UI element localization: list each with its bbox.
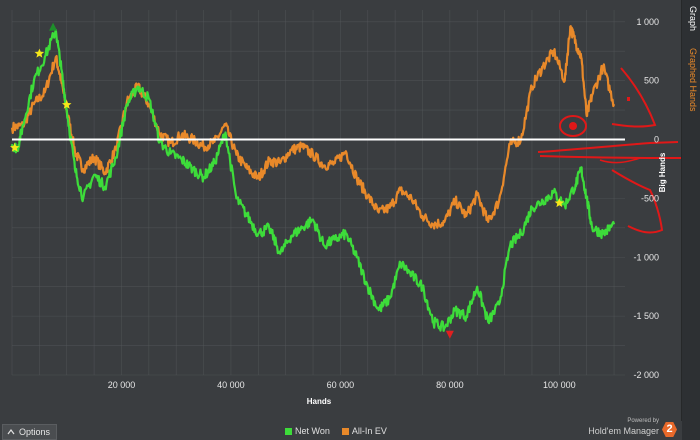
legend-label-net-won: Net Won <box>295 426 330 436</box>
x-axis-title: Hands <box>307 397 332 406</box>
annotation-line-upper <box>537 141 679 153</box>
annotation-speck <box>627 97 630 101</box>
y-tick-label: 500 <box>644 76 659 86</box>
x-tick-label: 100 000 <box>543 380 576 390</box>
options-button[interactable]: Options <box>2 424 58 440</box>
y-tick-label: -2 000 <box>633 370 659 380</box>
chart-series-group <box>10 25 616 332</box>
legend-swatch-all-in-ev <box>341 427 349 435</box>
min-marker <box>445 330 454 339</box>
legend-item-all-in-ev[interactable]: All-In EV <box>341 426 387 436</box>
y-tick-label: -1 500 <box>633 311 659 321</box>
star-marker <box>34 48 45 58</box>
y-tick-label: -500 <box>641 193 659 203</box>
red-annotation-scribbles <box>537 67 682 234</box>
options-label: Options <box>19 427 51 437</box>
annotation-circle <box>559 115 587 137</box>
annotation-dot <box>569 122 577 130</box>
chart-markers <box>10 22 565 339</box>
y-axis-title: Big Hands <box>658 152 667 192</box>
annotation-curve-bottom <box>611 169 664 234</box>
star-marker <box>554 198 565 208</box>
legend-swatch-net-won <box>285 427 292 435</box>
chart-legend: Net Won All-In EV <box>285 426 387 436</box>
right-sidebar: Graph Graphed Hands <box>681 0 700 440</box>
legend-item-net-won[interactable]: Net Won <box>285 426 330 436</box>
x-tick-label: 20 000 <box>108 380 136 390</box>
brand-name: Hold'em Manager <box>588 426 659 436</box>
tab-graph[interactable]: Graph <box>688 6 698 32</box>
y-tick-label: -1 000 <box>633 252 659 262</box>
y-tick-label: 0 <box>654 135 659 145</box>
series-line-all-in-ev <box>10 25 616 230</box>
annotation-small-curve <box>599 157 641 164</box>
expand-up-icon <box>7 429 15 435</box>
hm2-logo-icon: 2 <box>662 422 677 437</box>
star-marker <box>62 99 72 109</box>
x-tick-label: 60 000 <box>327 380 355 390</box>
max-marker <box>49 22 58 31</box>
tab-graphed-hands[interactable]: Graphed Hands <box>688 48 698 112</box>
series-line-net-won <box>10 28 616 332</box>
legend-label-all-in-ev: All-In EV <box>351 426 387 436</box>
annotation-line-lower <box>539 155 682 159</box>
y-tick-label: 1 000 <box>636 17 659 27</box>
x-tick-label: 80 000 <box>436 380 464 390</box>
chart-axis-labels: 20 000 40 000 60 000 80 000 100 000 1 000 500 0… <box>108 17 667 406</box>
powered-by-text: Powered by <box>627 418 659 424</box>
hand-graph-chart: 20 000 40 000 60 000 80 000 100 000 1 000 500 0… <box>0 0 682 421</box>
bottom-bar <box>0 421 682 440</box>
annotation-curve-top <box>611 67 657 128</box>
chart-background <box>0 0 682 421</box>
x-tick-label: 40 000 <box>217 380 245 390</box>
chart-grid <box>11 10 625 376</box>
star-marker <box>10 142 20 152</box>
